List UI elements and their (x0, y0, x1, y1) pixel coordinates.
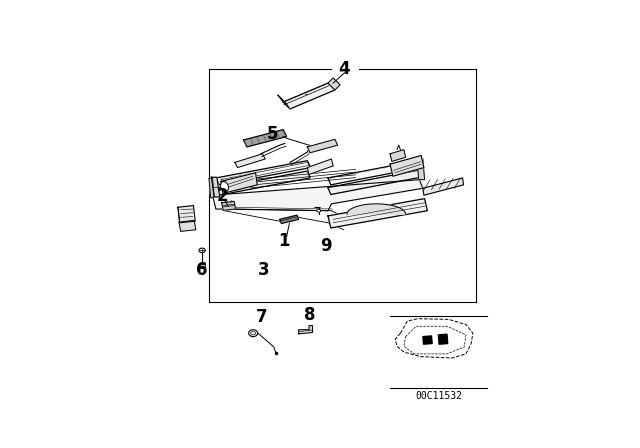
Polygon shape (211, 177, 220, 197)
Polygon shape (283, 83, 335, 109)
Polygon shape (221, 173, 257, 194)
Polygon shape (278, 95, 290, 109)
Polygon shape (328, 78, 340, 90)
Polygon shape (307, 139, 338, 153)
Polygon shape (179, 220, 196, 232)
Polygon shape (243, 129, 287, 147)
Polygon shape (417, 159, 424, 180)
Polygon shape (200, 264, 205, 268)
Polygon shape (216, 161, 311, 185)
Ellipse shape (221, 181, 228, 192)
Polygon shape (216, 171, 310, 195)
Polygon shape (423, 336, 432, 344)
Polygon shape (235, 154, 265, 168)
Polygon shape (347, 204, 406, 214)
Ellipse shape (251, 332, 255, 335)
Ellipse shape (199, 248, 205, 253)
Text: 5: 5 (266, 125, 278, 143)
Polygon shape (280, 215, 299, 224)
Polygon shape (221, 202, 236, 211)
Polygon shape (328, 161, 420, 185)
Ellipse shape (249, 330, 258, 336)
Text: 8: 8 (304, 306, 316, 324)
Polygon shape (299, 326, 312, 334)
Polygon shape (328, 170, 420, 194)
Text: 00C11532: 00C11532 (415, 391, 462, 401)
Polygon shape (390, 155, 424, 176)
Polygon shape (307, 159, 333, 174)
Text: 9: 9 (320, 237, 332, 255)
Polygon shape (178, 206, 195, 223)
Polygon shape (438, 334, 448, 344)
Text: 7: 7 (255, 308, 268, 326)
Polygon shape (212, 180, 423, 211)
Polygon shape (423, 178, 463, 195)
Text: 4: 4 (339, 60, 350, 78)
Ellipse shape (317, 209, 321, 212)
Polygon shape (328, 198, 428, 228)
Text: 2: 2 (216, 187, 228, 205)
Polygon shape (209, 177, 214, 198)
Text: 1: 1 (278, 232, 290, 250)
Polygon shape (390, 150, 406, 161)
Text: 3: 3 (258, 261, 269, 279)
Text: 6: 6 (196, 261, 207, 280)
